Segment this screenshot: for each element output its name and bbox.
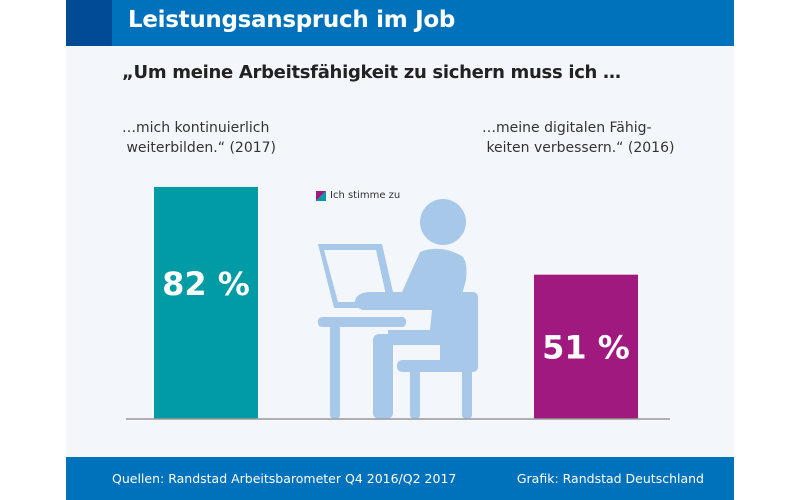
credit-note: Grafik: Randstad Deutschland [516,471,704,486]
footer-bar: Quellen: Randstad Arbeitsbarometer Q4 20… [66,457,734,500]
chart-subtitle: „Um meine Arbeitsfähigkeit zu sichern mu… [122,62,621,83]
header-accent [66,0,112,46]
data-label-1: 82 % [162,265,250,303]
source-note: Quellen: Randstad Arbeitsbarometer Q4 20… [112,471,457,486]
category-label-2: …meine digitalen Fähig- keiten verbesser… [482,120,675,156]
legend: Ich stimme zu [316,190,400,201]
bar-1 [154,186,258,419]
header-bar: Leistungsanspruch im Job [66,0,734,46]
category-label-1: …mich kontinuierlich weiterbilden.“ (201… [122,120,277,156]
page-title: Leistungsanspruch im Job [128,7,455,33]
data-label-2: 51 % [542,329,630,367]
person-at-laptop-icon [318,199,478,419]
legend-swatch [316,190,326,201]
legend-label: Ich stimme zu [330,190,401,201]
bar-2 [534,274,638,419]
